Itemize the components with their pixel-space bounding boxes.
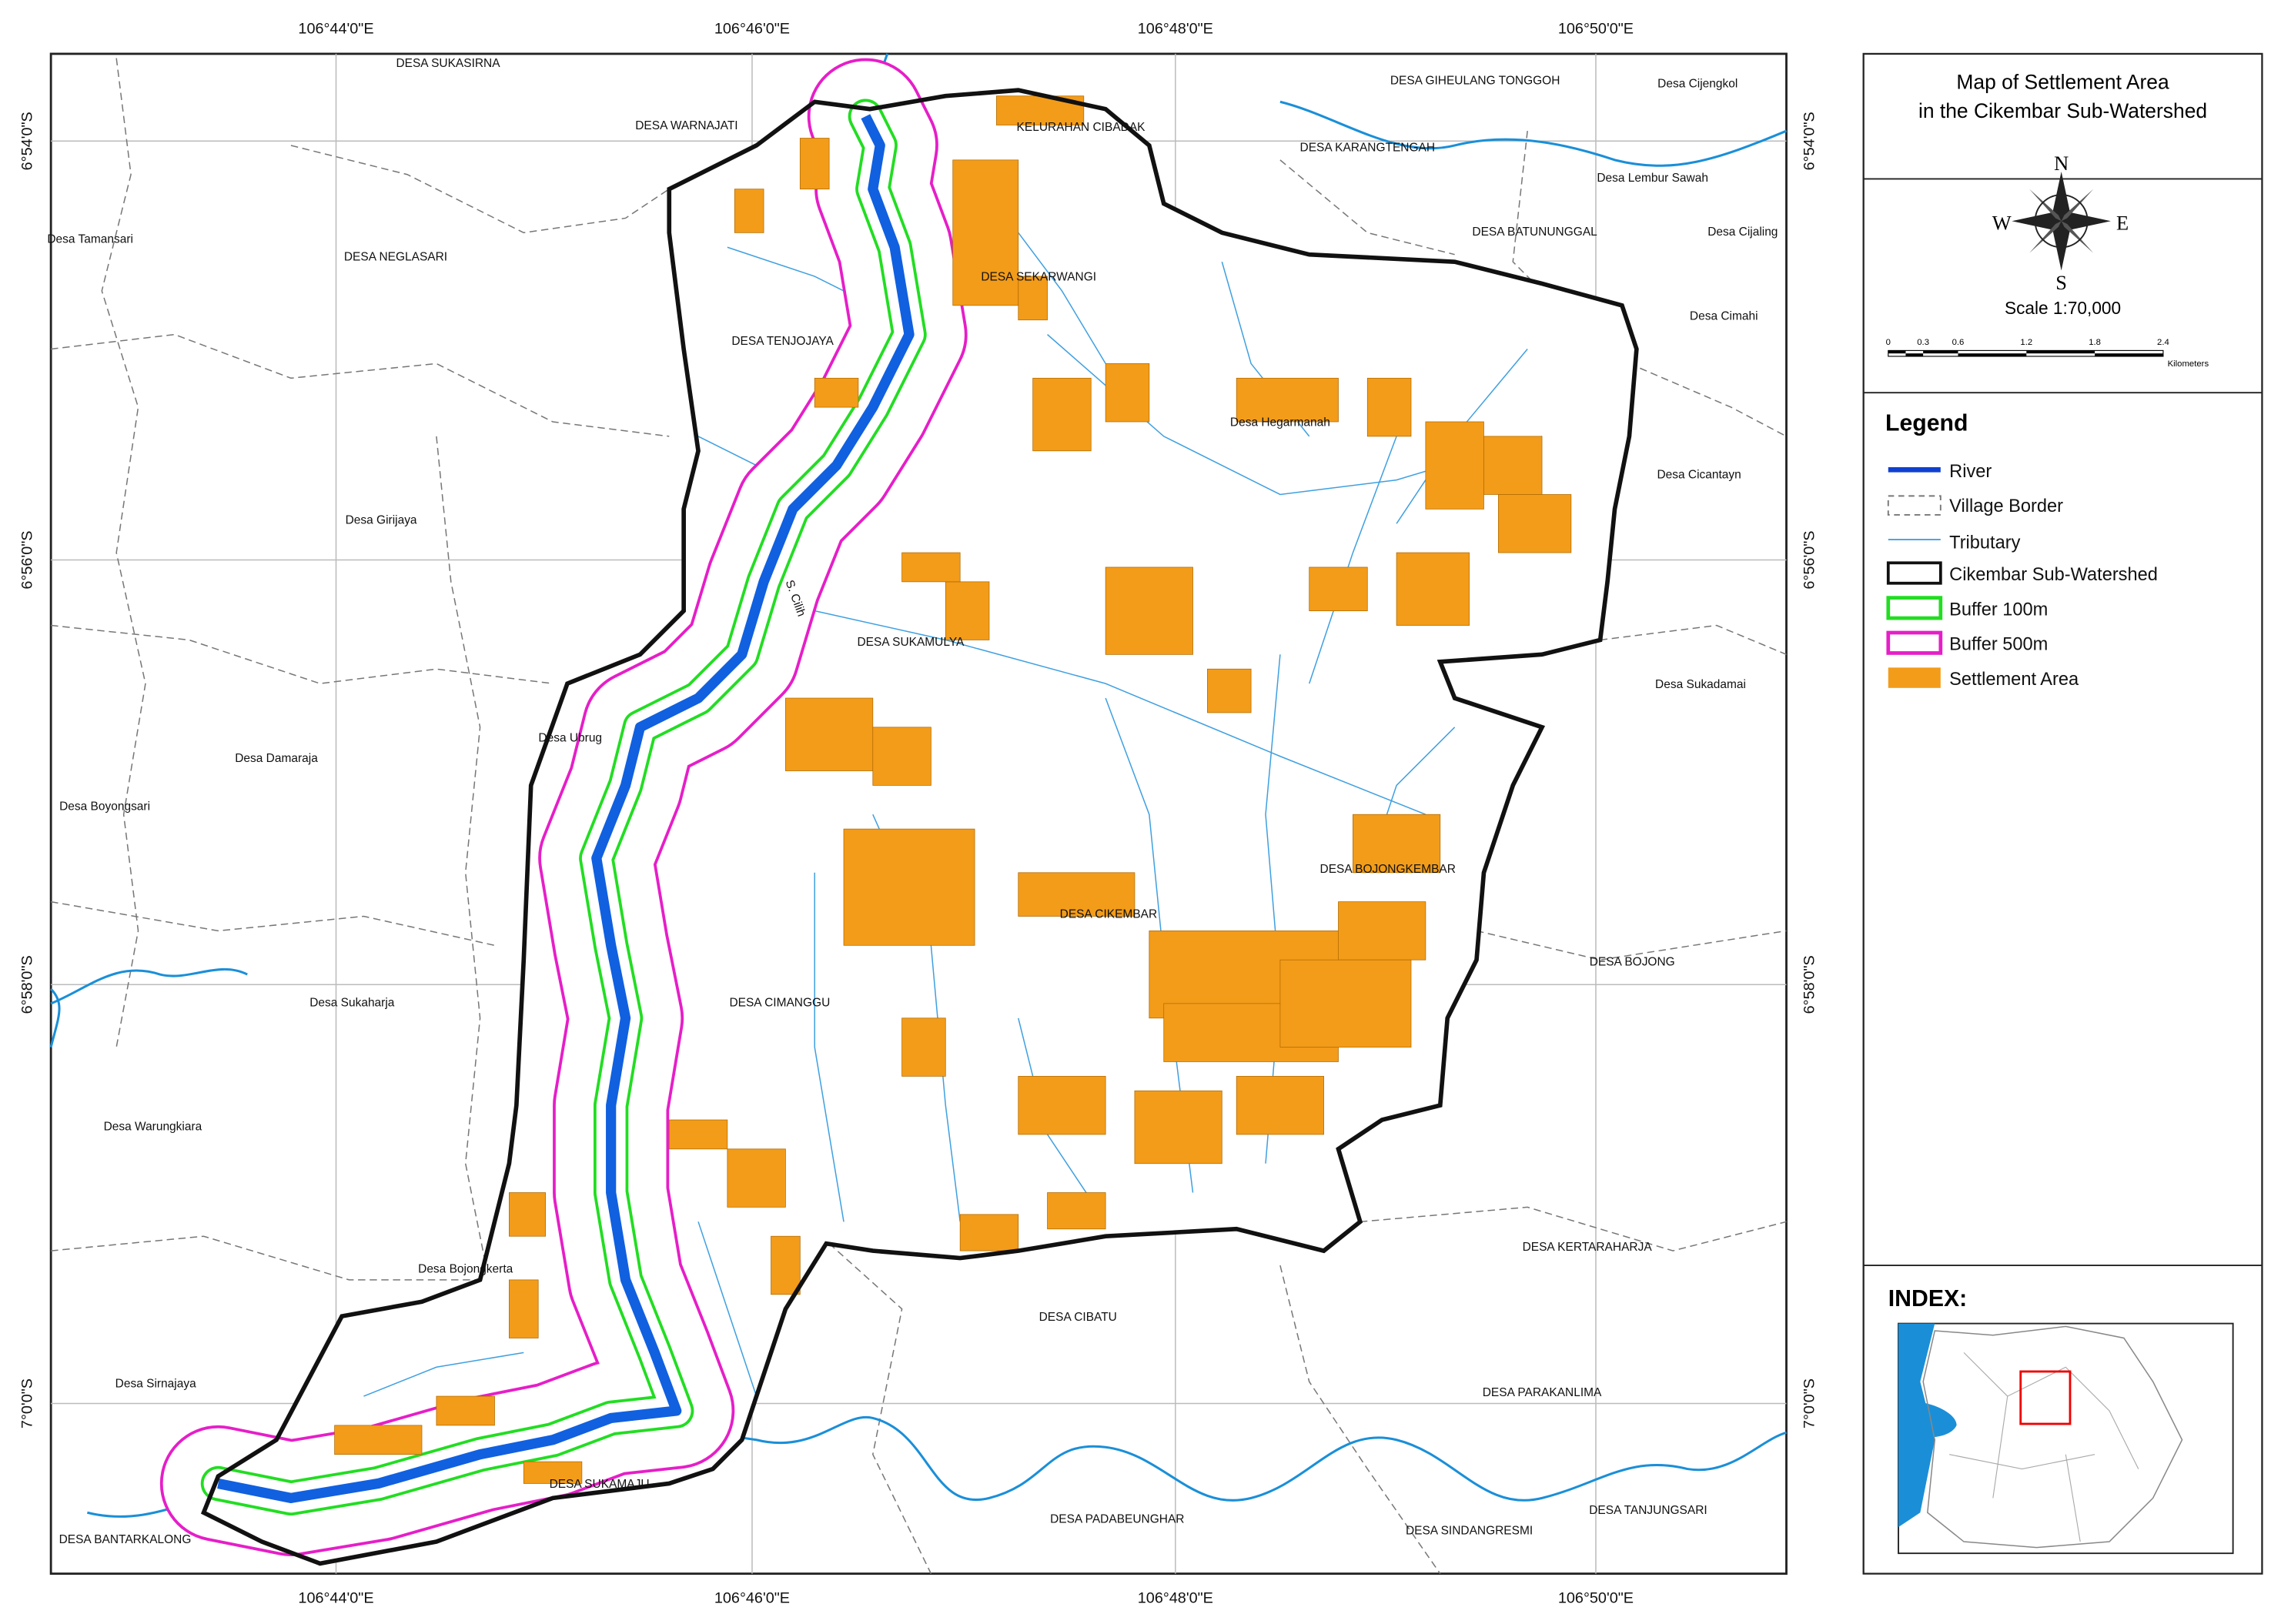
scale-text: Scale 1:70,000 [2005, 298, 2121, 318]
village-label: Desa Lembur Sawah [1597, 172, 1708, 185]
index-map [1898, 1322, 2234, 1555]
legend-title: Legend [1885, 410, 1968, 436]
village-label: DESA CIMANGGU [729, 997, 830, 1010]
watershed-boundary [200, 88, 1639, 1566]
village-label: DESA TANJUNGSARI [1589, 1504, 1707, 1517]
village-label: DESA BOJONG [1590, 956, 1675, 969]
legend-item: Tributary [1949, 533, 2020, 553]
village-label: DESA WARNAJATI [635, 119, 737, 132]
latitude-label: 6°56'0"S [19, 530, 36, 589]
scalebar-tick: 1.8 [2089, 338, 2101, 347]
legend: River Village Border Tributary Cikembar … [1886, 462, 2158, 690]
village-label: Desa Sukadamai [1655, 678, 1746, 691]
map-title: in the Cikembar Sub-Watershed [1918, 99, 2207, 122]
longitude-label: 106°50'0"E [1558, 20, 1634, 37]
latitude-label: 6°58'0"S [19, 955, 36, 1014]
compass-w: W [1992, 212, 2012, 235]
longitude-label: 106°46'0"E [714, 20, 790, 37]
village-label: Desa Sukaharja [309, 997, 395, 1010]
main-river [217, 114, 915, 1503]
village-label: DESA KARANGTENGAH [1300, 142, 1436, 155]
village-label: Desa Ubrug [538, 732, 602, 745]
village-label: DESA CIKEMBAR [1060, 907, 1157, 921]
side-panel: Map of Settlement Area in the Cikembar S… [1862, 52, 2263, 1575]
longitude-label: 106°44'0"E [298, 20, 373, 37]
village-label: DESA SINDANGRESMI [1406, 1525, 1533, 1538]
village-label: DESA BATUNUNGGAL [1472, 226, 1597, 239]
longitude-label: 106°48'0"E [1138, 1589, 1213, 1606]
village-label: DESA SEKARWANGI [981, 271, 1096, 284]
village-label: DESA CIBATU [1039, 1311, 1117, 1324]
village-label: DESA PADABEUNGHAR [1050, 1512, 1184, 1525]
village-label: Desa Boyongsari [59, 800, 150, 814]
latitude-label: 6°54'0"S [1801, 112, 1818, 170]
village-label: Desa Damaraja [235, 752, 318, 765]
legend-item: Buffer 100m [1949, 600, 2048, 620]
latitude-label: 6°58'0"S [1801, 955, 1818, 1014]
village-label: Desa Warungkiara [104, 1120, 202, 1133]
latitude-label: 7°0'0"S [1801, 1378, 1818, 1429]
village-label: Desa Hegarmanah [1230, 416, 1330, 429]
longitude-label: 106°50'0"E [1558, 1589, 1634, 1606]
index-title: INDEX: [1888, 1286, 1967, 1312]
map-area: S. Cilih DESA SUKASIRNA DESA WARNAJATI K… [47, 52, 1788, 1576]
village-label: DESA SUKASIRNA [396, 57, 500, 70]
legend-item: River [1949, 462, 1992, 482]
panel-frame [1862, 52, 2263, 1575]
village-label: Desa Cicantayn [1657, 469, 1741, 482]
village-label: DESA KERTARAHARJA [1523, 1241, 1653, 1254]
scalebar-tick: 0.6 [1952, 338, 1965, 347]
legend-item: Cikembar Sub-Watershed [1949, 565, 2158, 585]
village-label: DESA PARAKANLIMA [1483, 1386, 1602, 1399]
compass-n: N [2054, 152, 2069, 175]
village-label: Desa Cimahi [1690, 310, 1758, 323]
village-label: DESA BANTARKALONG [59, 1533, 192, 1546]
village-label: DESA GIHEULANG TONGGOH [1390, 75, 1560, 88]
longitude-label: 106°46'0"E [714, 1589, 790, 1606]
village-label: Desa Cijaling [1707, 226, 1778, 239]
legend-item: Village Border [1949, 496, 2063, 516]
scalebar-tick: 0 [1886, 338, 1891, 347]
scalebar: 0 0.3 0.6 1.2 1.8 2.4 Kilometers [1886, 338, 2209, 369]
scalebar-unit: Kilometers [2168, 359, 2209, 369]
village-label: Desa Sirnajaya [115, 1378, 196, 1391]
compass-s: S [2055, 271, 2067, 294]
scalebar-tick: 0.3 [1917, 338, 1929, 347]
village-label: DESA TENJOJAYA [731, 335, 834, 348]
village-label: DESA BOJONGKEMBAR [1320, 863, 1456, 876]
village-label: DESA SUKAMULYA [858, 636, 965, 649]
village-label: DESA SUKAMAJU [550, 1478, 650, 1491]
coordinate-labels: 106°44'0"E 106°46'0"E 106°48'0"E 106°50'… [19, 20, 1818, 1606]
latitude-label: 7°0'0"S [19, 1378, 36, 1429]
compass-e: E [2116, 212, 2129, 235]
latitude-label: 6°54'0"S [19, 112, 36, 170]
village-label: Desa Cijengkol [1657, 77, 1738, 90]
compass: N E S W [1992, 152, 2129, 294]
longitude-label: 106°48'0"E [1138, 20, 1213, 37]
village-borders [51, 58, 1787, 1575]
village-label: KELURAHAN CIBADAK [1017, 121, 1146, 134]
legend-item: Settlement Area [1949, 670, 2079, 690]
scalebar-tick: 1.2 [2020, 338, 2032, 347]
village-label: Desa Bojongkerta [418, 1262, 513, 1275]
village-labels: DESA SUKASIRNA DESA WARNAJATI KELURAHAN … [47, 57, 1778, 1546]
map-title: Map of Settlement Area [1956, 70, 2169, 93]
latitude-label: 6°56'0"S [1801, 530, 1818, 589]
scalebar-tick: 2.4 [2157, 338, 2169, 347]
village-label: Desa Girijaya [346, 513, 417, 526]
longitude-label: 106°44'0"E [298, 1589, 373, 1606]
village-label: DESA NEGLASARI [344, 250, 447, 263]
legend-item: Buffer 500m [1949, 635, 2048, 655]
village-label: Desa Tamansari [47, 233, 133, 246]
settlements [334, 95, 1572, 1484]
